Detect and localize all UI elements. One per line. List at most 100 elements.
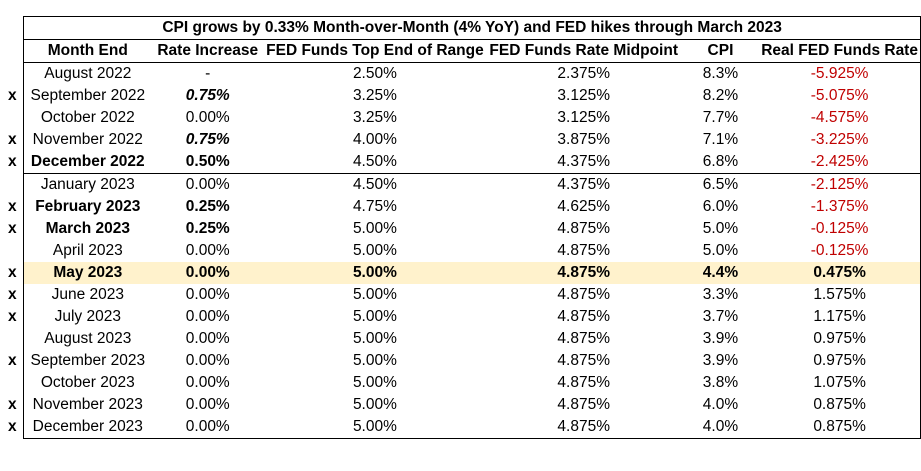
cell-fed-top[interactable]: 5.00% xyxy=(352,242,397,259)
cell-cpi[interactable]: 5.0% xyxy=(702,242,739,259)
cell-fed-mid[interactable]: 2.375% xyxy=(557,65,610,82)
cell-fed-top[interactable]: 5.00% xyxy=(352,308,397,325)
header-rate-increase[interactable]: Rate Increase xyxy=(151,39,265,63)
cell-fed-top[interactable]: 5.00% xyxy=(264,416,486,439)
cell-fed-mid[interactable]: 4.875% xyxy=(485,262,682,284)
cell-month[interactable]: June 2023 xyxy=(23,284,152,306)
cell-rate-increase[interactable]: 0.75% xyxy=(185,87,230,104)
cell-fed-top[interactable]: 3.25% xyxy=(352,87,397,104)
cell-rate-increase[interactable]: 0.00% xyxy=(185,374,230,391)
cell-fed-mid[interactable]: 4.875% xyxy=(557,286,610,303)
cell-real-rate[interactable]: -3.225% xyxy=(759,129,921,151)
cell-fed-mid[interactable]: 4.875% xyxy=(557,242,610,259)
cell-fed-top[interactable]: 4.00% xyxy=(352,131,397,148)
cell-fed-top[interactable]: 5.00% xyxy=(352,286,397,303)
cell-cpi[interactable]: 8.3% xyxy=(702,65,739,82)
cell-real-rate[interactable]: 0.475% xyxy=(759,262,921,284)
header-real-rate[interactable]: Real FED Funds Rate xyxy=(759,39,921,63)
cell-cpi[interactable]: 5.0% xyxy=(702,220,739,237)
cell-month[interactable]: February 2023 xyxy=(23,196,152,218)
cell-fed-top[interactable]: 5.00% xyxy=(352,396,397,413)
cell-fed-mid[interactable]: 4.875% xyxy=(557,330,610,347)
cell-month[interactable]: August 2022 xyxy=(23,62,152,85)
cell-cpi[interactable]: 3.9% xyxy=(702,352,739,369)
header-cpi[interactable]: CPI xyxy=(681,39,760,63)
cell-rate-increase[interactable]: 0.00% xyxy=(185,396,230,413)
cell-fed-mid[interactable]: 4.875% xyxy=(557,374,610,391)
cell-fed-top[interactable]: 5.00% xyxy=(264,262,486,284)
cell-cpi[interactable]: 3.7% xyxy=(702,308,739,325)
cell-cpi[interactable]: 6.8% xyxy=(681,151,760,174)
header-month-end[interactable]: Month End xyxy=(23,39,152,63)
cell-cpi[interactable]: 3.3% xyxy=(702,286,739,303)
cell-cpi[interactable]: 4.4% xyxy=(681,262,760,284)
cell-fed-mid[interactable]: 3.125% xyxy=(557,87,610,104)
cell-rate-increase[interactable]: 0.25% xyxy=(185,198,230,215)
cell-month[interactable]: July 2023 xyxy=(23,306,152,328)
cell-real-rate[interactable]: -5.925% xyxy=(759,62,921,85)
cell-rate-increase[interactable]: 0.00% xyxy=(151,416,265,439)
cell-month[interactable]: November 2023 xyxy=(23,394,152,416)
cell-real-rate[interactable]: -0.125% xyxy=(759,240,921,262)
cell-rate-increase[interactable]: 0.00% xyxy=(151,262,265,284)
cell-fed-top[interactable]: 5.00% xyxy=(352,352,397,369)
cell-real-rate[interactable]: 0.975% xyxy=(759,328,921,350)
cell-fed-top[interactable]: 5.00% xyxy=(352,374,397,391)
cell-rate-increase[interactable]: - xyxy=(205,65,211,82)
cell-month[interactable]: November 2022 xyxy=(23,129,152,151)
cell-real-rate[interactable]: -2.425% xyxy=(759,151,921,174)
cell-fed-mid[interactable]: 3.875% xyxy=(557,131,610,148)
cell-month[interactable]: March 2023 xyxy=(23,218,152,240)
cell-fed-top[interactable]: 4.50% xyxy=(352,176,397,193)
header-fed-top[interactable]: FED Funds Top End of Range xyxy=(264,39,486,63)
cell-fed-mid[interactable]: 4.875% xyxy=(557,396,610,413)
cell-fed-top[interactable]: 4.75% xyxy=(352,198,397,215)
cell-fed-top[interactable]: 4.50% xyxy=(264,151,486,174)
cell-cpi[interactable]: 4.0% xyxy=(681,416,760,439)
cell-rate-increase[interactable]: 0.00% xyxy=(185,286,230,303)
cell-cpi[interactable]: 8.2% xyxy=(702,87,739,104)
cell-rate-increase[interactable]: 0.25% xyxy=(185,220,230,237)
cell-real-rate[interactable]: 0.875% xyxy=(759,394,921,416)
cell-cpi[interactable]: 6.0% xyxy=(702,198,739,215)
cell-real-rate[interactable]: 1.575% xyxy=(759,284,921,306)
cell-month[interactable]: October 2022 xyxy=(23,107,152,129)
cell-month[interactable]: May 2023 xyxy=(23,262,152,284)
cell-fed-top[interactable]: 2.50% xyxy=(352,65,397,82)
cell-cpi[interactable]: 3.9% xyxy=(702,330,739,347)
cell-fed-top[interactable]: 5.00% xyxy=(352,330,397,347)
cell-rate-increase[interactable]: 0.75% xyxy=(185,131,230,148)
cell-fed-mid[interactable]: 4.875% xyxy=(557,352,610,369)
cell-rate-increase[interactable]: 0.00% xyxy=(185,352,230,369)
cell-month[interactable]: December 2023 xyxy=(23,416,152,439)
cell-fed-mid[interactable]: 3.125% xyxy=(557,109,610,126)
cell-real-rate[interactable]: -1.375% xyxy=(759,196,921,218)
cell-rate-increase[interactable]: 0.00% xyxy=(185,242,230,259)
cell-month[interactable]: October 2023 xyxy=(23,372,152,394)
cell-real-rate[interactable]: 0.975% xyxy=(759,350,921,372)
table-title[interactable]: CPI grows by 0.33% Month-over-Month (4% … xyxy=(23,16,921,40)
cell-fed-mid[interactable]: 4.875% xyxy=(557,220,610,237)
cell-fed-top[interactable]: 3.25% xyxy=(352,109,397,126)
cell-cpi[interactable]: 6.5% xyxy=(702,176,739,193)
cell-real-rate[interactable]: -2.125% xyxy=(759,173,921,196)
cell-month[interactable]: August 2023 xyxy=(23,328,152,350)
cell-month[interactable]: December 2022 xyxy=(23,151,152,174)
cell-real-rate[interactable]: 1.075% xyxy=(759,372,921,394)
cell-cpi[interactable]: 4.0% xyxy=(702,396,739,413)
cell-real-rate[interactable]: 1.175% xyxy=(759,306,921,328)
cell-rate-increase[interactable]: 0.50% xyxy=(151,151,265,174)
cell-fed-mid[interactable]: 4.375% xyxy=(557,176,610,193)
cell-fed-mid[interactable]: 4.875% xyxy=(557,308,610,325)
cell-fed-mid[interactable]: 4.625% xyxy=(557,198,610,215)
cell-cpi[interactable]: 3.8% xyxy=(702,374,739,391)
cell-fed-mid[interactable]: 4.375% xyxy=(485,151,682,174)
cell-real-rate[interactable]: 0.875% xyxy=(759,416,921,439)
cell-rate-increase[interactable]: 0.00% xyxy=(185,176,230,193)
cell-month[interactable]: January 2023 xyxy=(23,173,152,196)
cell-rate-increase[interactable]: 0.00% xyxy=(185,330,230,347)
cell-real-rate[interactable]: -5.075% xyxy=(759,85,921,107)
cell-rate-increase[interactable]: 0.00% xyxy=(185,308,230,325)
cell-fed-top[interactable]: 5.00% xyxy=(352,220,397,237)
cell-month[interactable]: September 2022 xyxy=(23,85,152,107)
